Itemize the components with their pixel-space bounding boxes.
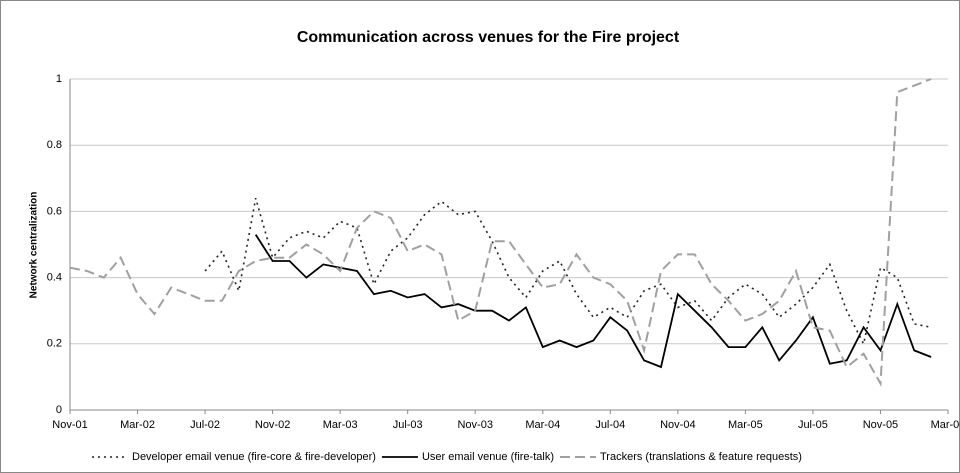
x-tick-label: Nov-01 <box>52 419 87 431</box>
x-tick-label: Jul-03 <box>393 419 423 431</box>
x-tick-label: Jul-04 <box>595 419 625 431</box>
y-tick-label: 0.2 <box>47 338 62 350</box>
x-tick-label: Jul-02 <box>190 419 220 431</box>
y-tick-label: 0.8 <box>47 139 62 151</box>
x-tick-label: Mar-02 <box>120 419 155 431</box>
series-line <box>69 78 932 387</box>
x-tick-label: Nov-02 <box>255 419 290 431</box>
x-tick-label: Nov-03 <box>457 419 492 431</box>
chart-title: Communication across venues for the Fire… <box>297 29 680 46</box>
x-tick-label: Nov-04 <box>660 419 695 431</box>
y-axis-label: Network centralization <box>29 192 40 299</box>
x-tick-label: Jul-05 <box>798 419 828 431</box>
legend-label: Trackers (translations & feature request… <box>600 451 802 463</box>
y-tick-label: 0.4 <box>47 272 62 284</box>
series-line <box>254 234 932 369</box>
y-tick-label: 0.6 <box>47 205 62 217</box>
legend-label: Developer email venue (fire-core & fire-… <box>132 451 376 463</box>
y-tick-label: 0 <box>56 404 62 416</box>
x-tick-label: Mar-03 <box>323 419 358 431</box>
x-tick-label: Mar-06 <box>931 419 960 431</box>
x-tick-label: Mar-04 <box>525 419 560 431</box>
legend-label: User email venue (fire-talk) <box>422 451 554 463</box>
x-tick-label: Mar-05 <box>728 419 763 431</box>
x-tick-label: Nov-05 <box>863 419 898 431</box>
y-tick-label: 1 <box>56 73 62 85</box>
